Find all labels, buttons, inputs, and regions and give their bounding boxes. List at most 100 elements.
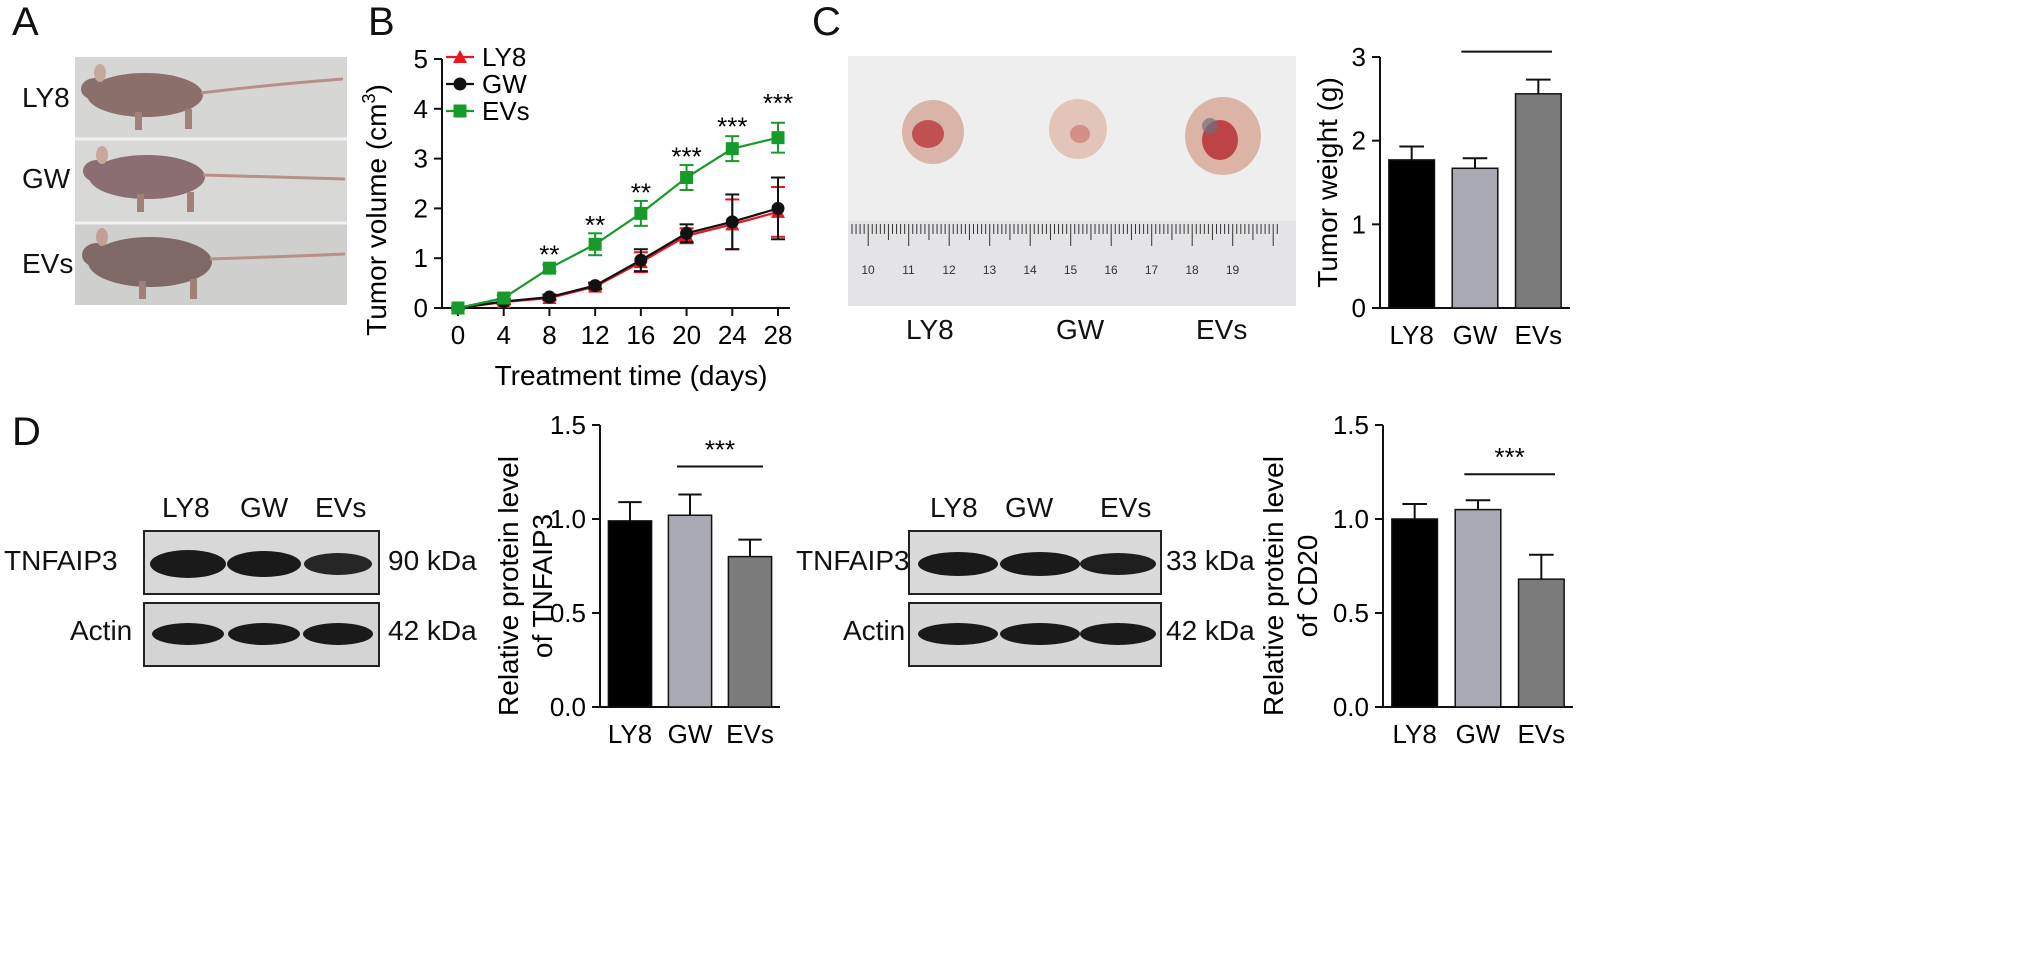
y-axis-label: Relative protein level bbox=[493, 456, 524, 716]
blot1-mw-actin: 42 kDa bbox=[388, 615, 477, 646]
y-tick-label: 1.0 bbox=[1333, 504, 1369, 534]
x-axis-label: Treatment time (days) bbox=[495, 360, 768, 391]
bar-evs bbox=[727, 555, 773, 708]
mouse-photos-svg bbox=[75, 57, 347, 305]
bar-evs bbox=[1514, 93, 1562, 309]
bar-ly8 bbox=[1388, 159, 1436, 309]
blot1-band-label-tnfaip3: TNFAIP3 bbox=[4, 545, 118, 576]
y-tick-label: 0 bbox=[1352, 293, 1366, 323]
ruler-number: 10 bbox=[861, 263, 875, 277]
mouse-row-label-evs: EVs bbox=[22, 248, 74, 279]
data-point-gw bbox=[680, 226, 694, 240]
ruler-number: 17 bbox=[1145, 263, 1159, 277]
blot1-band-label-actin: Actin bbox=[70, 615, 133, 646]
x-tick-label: GW bbox=[1456, 719, 1501, 749]
y-tick-label: 0.5 bbox=[550, 598, 586, 628]
blot1-image bbox=[143, 530, 380, 667]
ruler bbox=[851, 224, 1278, 246]
legend-marker bbox=[453, 104, 467, 118]
bar-gw bbox=[1454, 508, 1502, 708]
data-point-gw bbox=[634, 253, 648, 267]
tnfaip3-level-bar-chart: 0.0 0.5 1.0 1.5 LY8 GW EVs *** Relative protein … bbox=[493, 410, 780, 749]
blot2-lane-ly8: LY8 bbox=[930, 492, 978, 523]
y-tick-label: 1.0 bbox=[550, 504, 586, 534]
y-tick-label: 0.5 bbox=[1333, 598, 1369, 628]
y-tick-label: 3 bbox=[414, 144, 428, 174]
data-point-gw bbox=[725, 215, 739, 229]
data-point-gw bbox=[542, 290, 556, 304]
legend-label-evs: EVs bbox=[482, 96, 530, 126]
blot1-lane-evs: EVs bbox=[315, 492, 367, 523]
x-tick-label: LY8 bbox=[608, 719, 652, 749]
significance-label: *** bbox=[717, 112, 747, 142]
series-line-gw bbox=[457, 207, 779, 310]
tumor-photo-svg: 10 11 12 13 14 15 16 17 18 19 bbox=[848, 56, 1296, 306]
series-line-evs bbox=[457, 136, 779, 310]
tumor-ly8-image bbox=[902, 100, 964, 164]
y-tick-label: 2 bbox=[414, 193, 428, 223]
y-tick-label: 3 bbox=[1352, 42, 1366, 72]
significance-label: *** bbox=[1491, 40, 1521, 50]
tumor-gw-image bbox=[1049, 99, 1107, 159]
data-point-evs bbox=[451, 301, 465, 315]
legend-marker bbox=[453, 50, 467, 63]
panel-a-letter: A bbox=[12, 0, 39, 44]
y-tick-label: 0 bbox=[414, 293, 428, 323]
blot2-lane-evs: EVs bbox=[1100, 492, 1152, 523]
blot2-image bbox=[908, 530, 1162, 667]
y-tick-label: 1 bbox=[1352, 209, 1366, 239]
blot1-lane-gw: GW bbox=[240, 492, 289, 523]
tumor-weight-bar-chart: 0 1 2 3 LY8 GW EVs *** Tumor weight (g) bbox=[1312, 40, 1570, 350]
bar-ly8 bbox=[1391, 518, 1439, 708]
ruler-number: 11 bbox=[902, 263, 915, 277]
tumor-photo-label-evs: EVs bbox=[1196, 314, 1248, 345]
data-point-evs bbox=[680, 171, 694, 185]
tumor-photo-label-gw: GW bbox=[1056, 314, 1105, 345]
mouse-ly8-image bbox=[81, 64, 344, 130]
panel-c-letter: C bbox=[812, 0, 841, 44]
y-tick-label: 4 bbox=[414, 94, 428, 124]
x-tick-label: 28 bbox=[764, 320, 793, 350]
ruler-number: 15 bbox=[1064, 263, 1078, 277]
blot1-lane-ly8: LY8 bbox=[162, 492, 210, 523]
x-tick-label: 12 bbox=[581, 320, 610, 350]
mouse-evs-image bbox=[82, 228, 346, 299]
cd20-level-bar-chart: 0.0 0.5 1.0 1.5 LY8 GW EVs *** Relative protein … bbox=[1258, 410, 1573, 749]
blot2-mw-actin: 42 kDa bbox=[1166, 615, 1255, 646]
mouse-gw-image bbox=[83, 146, 346, 212]
y-tick-label: 1 bbox=[414, 243, 428, 273]
y-axis-label: Tumor weight (g) bbox=[1312, 77, 1343, 288]
data-point-evs bbox=[497, 291, 511, 305]
blot2-mw-tnfaip3: 33 kDa bbox=[1166, 545, 1255, 576]
ruler-number: 18 bbox=[1185, 263, 1199, 277]
legend-marker bbox=[453, 77, 467, 91]
y-tick-label: 5 bbox=[414, 44, 428, 74]
x-tick-label: GW bbox=[1453, 320, 1498, 350]
data-point-evs bbox=[542, 261, 556, 275]
y-tick-label: 0.0 bbox=[550, 692, 586, 722]
y-axis-label: of TNFAIP3 bbox=[527, 514, 558, 658]
mouse-row-label-gw: GW bbox=[22, 163, 71, 194]
tumor-photo-label-ly8: LY8 bbox=[906, 314, 954, 345]
blot2-band-label-actin: Actin bbox=[843, 615, 906, 646]
x-tick-label: EVs bbox=[726, 719, 774, 749]
tumor-evs-image bbox=[1185, 97, 1261, 175]
x-tick-label: EVs bbox=[1514, 320, 1562, 350]
data-point-evs bbox=[634, 206, 648, 220]
mouse-row-label-ly8: LY8 bbox=[22, 82, 70, 113]
significance-label: ** bbox=[585, 210, 605, 240]
y-tick-label: 1.5 bbox=[1333, 410, 1369, 440]
x-tick-label: EVs bbox=[1517, 719, 1565, 749]
legend-label-gw: GW bbox=[482, 69, 527, 99]
x-tick-label: 0 bbox=[451, 320, 465, 350]
x-tick-label: 24 bbox=[718, 320, 747, 350]
x-tick-label: LY8 bbox=[1392, 719, 1436, 749]
bar-gw bbox=[1451, 167, 1499, 309]
data-point-gw bbox=[771, 201, 785, 215]
ruler-number: 16 bbox=[1104, 263, 1118, 277]
x-tick-label: 20 bbox=[672, 320, 701, 350]
blot1-mw-tnfaip3: 90 kDa bbox=[388, 545, 477, 576]
significance-label: *** bbox=[763, 88, 793, 118]
significance-label: *** bbox=[705, 435, 735, 465]
ruler-number: 19 bbox=[1226, 263, 1240, 277]
